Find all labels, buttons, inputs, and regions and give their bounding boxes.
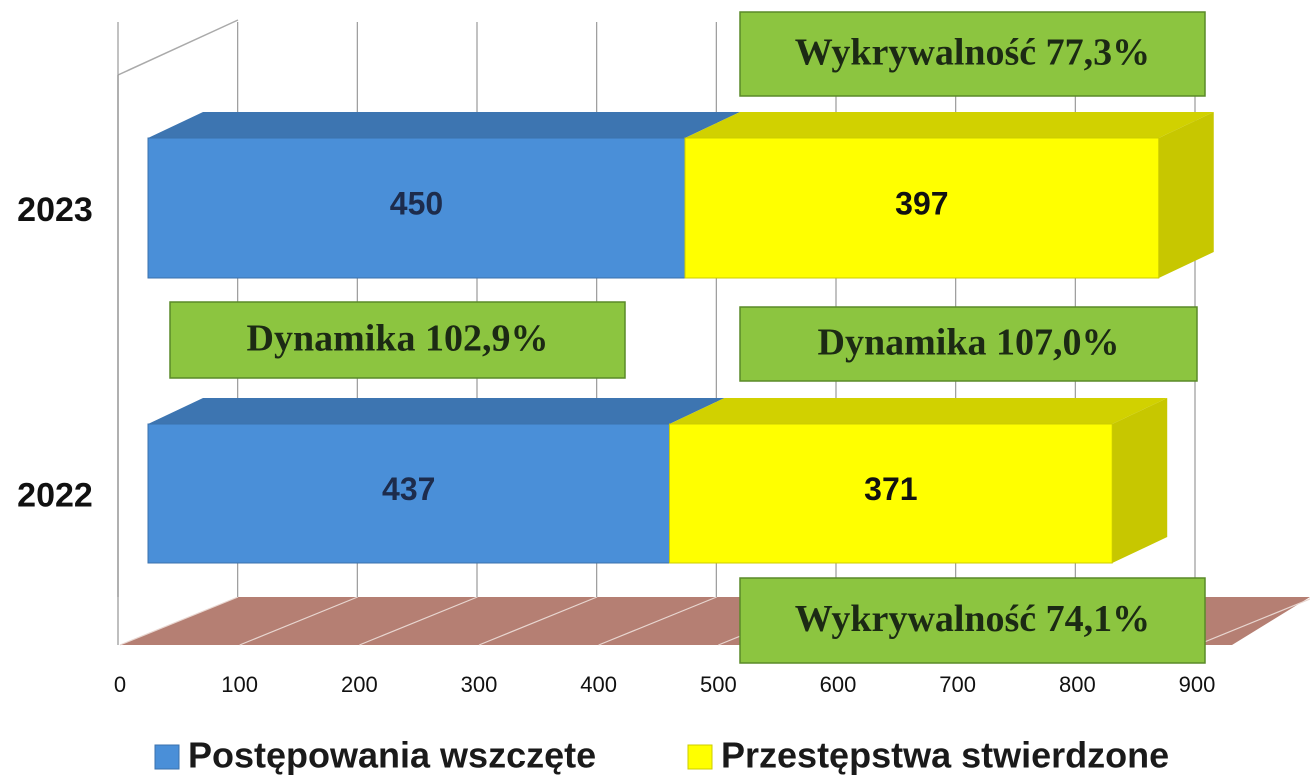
- value-label: 371: [864, 471, 917, 507]
- bar-top: [669, 398, 1168, 424]
- floor-grid-line: [239, 596, 358, 646]
- x-tick-label: 0: [114, 672, 126, 697]
- floor-grid-line: [598, 596, 717, 646]
- x-tick-label: 600: [820, 672, 857, 697]
- legend-swatch: [687, 744, 713, 770]
- annotation: Dynamika 107,0%: [818, 322, 1120, 364]
- floor-grid-line: [478, 596, 598, 646]
- value-label: 397: [895, 185, 948, 221]
- floor-grid-line: [359, 596, 478, 646]
- bar-side: [1112, 398, 1168, 563]
- annotation: Wykrywalność 77,3%: [795, 32, 1150, 74]
- legend-label: Postępowania wszczęte: [188, 735, 596, 776]
- wall-edge: [117, 19, 239, 76]
- annotation-box: [739, 306, 1198, 382]
- bar-top: [685, 112, 1214, 138]
- bar-top: [148, 112, 740, 138]
- annotation: Dynamika 102,9%: [247, 318, 549, 360]
- x-tick-label: 700: [939, 672, 976, 697]
- floor-grid-line: [1196, 598, 1310, 646]
- x-tick-label: 900: [1179, 672, 1216, 697]
- x-tick-label: 400: [580, 672, 617, 697]
- bar: [684, 137, 1160, 279]
- value-label: 450: [390, 185, 443, 221]
- value-label: 437: [382, 471, 435, 507]
- annotation-box: [169, 301, 626, 379]
- x-tick-label: 500: [700, 672, 737, 697]
- annotation-box: [739, 11, 1206, 97]
- legend-label: Przestępstwa stwierdzone: [721, 735, 1169, 776]
- x-tick-label: 800: [1059, 672, 1096, 697]
- bar: [147, 137, 686, 279]
- x-tick-label: 200: [341, 672, 378, 697]
- category-label: 2022: [17, 476, 93, 514]
- x-tick-label: 100: [221, 672, 258, 697]
- bar-top: [148, 398, 725, 424]
- floor-grid-line: [119, 596, 239, 646]
- annotation-box: [739, 577, 1206, 664]
- category-label: 2023: [17, 191, 93, 229]
- bar-side: [1158, 112, 1214, 278]
- bar: [147, 423, 670, 564]
- annotation: Wykrywalność 74,1%: [795, 598, 1150, 640]
- x-tick-label: 300: [461, 672, 498, 697]
- legend-swatch: [154, 744, 180, 770]
- bar: [668, 423, 1113, 564]
